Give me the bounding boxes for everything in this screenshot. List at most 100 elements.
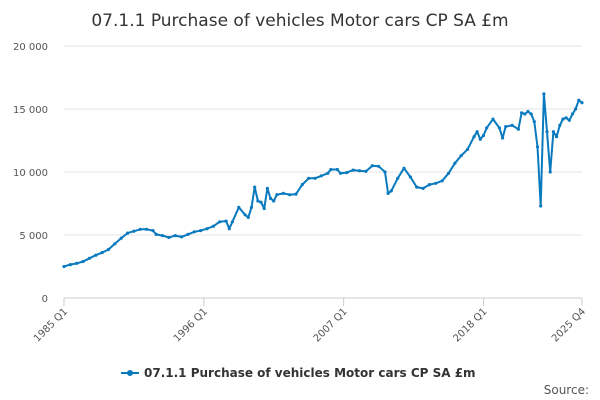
data-point — [377, 164, 381, 168]
data-point — [478, 137, 482, 141]
series-line-0 — [63, 92, 583, 268]
data-point — [262, 206, 266, 211]
data-point — [580, 101, 584, 105]
data-point — [421, 186, 425, 190]
data-point — [75, 261, 79, 265]
y-tick-label: 10 000 — [13, 168, 48, 179]
y-tick-label: 0 — [42, 294, 48, 305]
data-point — [243, 213, 247, 217]
data-point — [440, 179, 444, 183]
data-point — [532, 120, 536, 124]
data-point — [345, 171, 349, 175]
data-point — [205, 227, 209, 231]
data-point — [396, 176, 400, 180]
data-point — [459, 154, 463, 158]
x-tick-label: 1985 Q1 — [32, 306, 70, 344]
data-point — [313, 176, 317, 180]
data-point — [307, 176, 311, 180]
data-point — [415, 185, 419, 189]
data-point — [113, 242, 117, 246]
data-point — [138, 227, 142, 231]
data-point — [466, 147, 470, 151]
data-point — [529, 112, 533, 116]
data-point — [551, 130, 556, 134]
data-point — [434, 181, 438, 185]
data-point — [558, 123, 562, 127]
data-point — [446, 171, 451, 175]
data-point — [510, 123, 514, 127]
data-point — [475, 130, 479, 134]
data-point — [300, 183, 304, 187]
data-point — [577, 98, 581, 102]
data-point — [520, 111, 524, 115]
series-area — [62, 92, 584, 269]
data-point — [237, 205, 241, 209]
data-point — [259, 200, 263, 204]
data-point — [106, 247, 111, 252]
data-point — [192, 230, 196, 234]
x-tick-label: 1996 Q1 — [172, 306, 210, 344]
data-point — [326, 171, 330, 175]
data-point — [319, 174, 323, 178]
data-point — [453, 161, 457, 165]
data-point — [173, 234, 177, 238]
data-point — [402, 166, 406, 170]
data-point — [272, 199, 276, 203]
data-point — [329, 167, 333, 172]
data-point — [548, 170, 552, 174]
x-tick-label: 2025 Q4 — [550, 306, 588, 344]
y-tick-label: 5 000 — [19, 231, 48, 242]
data-point — [100, 251, 104, 255]
data-point — [246, 215, 250, 219]
data-point — [62, 264, 66, 269]
data-point — [87, 256, 91, 260]
data-point — [574, 107, 578, 111]
data-point — [335, 167, 339, 172]
data-point — [472, 135, 476, 139]
data-point — [94, 253, 98, 257]
legend[interactable]: 07.1.1 Purchase of vehicles Motor cars C… — [121, 366, 476, 380]
data-point — [211, 224, 215, 228]
data-point — [167, 235, 171, 240]
data-point — [485, 126, 489, 130]
data-point — [535, 145, 540, 149]
data-point — [545, 130, 549, 134]
data-point — [427, 183, 432, 187]
data-point — [364, 169, 368, 173]
data-point — [275, 193, 279, 197]
data-point — [154, 232, 158, 236]
x-axis: 1985 Q1 1996 Q1 2007 Q1 2018 Q1 2025 Q4 — [32, 297, 588, 344]
data-point — [370, 164, 374, 168]
data-point — [180, 235, 184, 239]
data-point — [281, 191, 285, 195]
y-tick-label: 15 000 — [13, 105, 48, 116]
y-tick-label: 20 000 — [13, 42, 48, 53]
data-point — [288, 193, 292, 197]
data-point — [338, 171, 343, 175]
data-point — [516, 127, 521, 131]
data-point — [567, 118, 571, 122]
data-point — [199, 229, 203, 233]
data-point — [539, 204, 543, 208]
data-point — [151, 229, 155, 233]
data-point — [526, 109, 530, 114]
grid-lines — [64, 45, 582, 236]
data-point — [383, 170, 387, 174]
data-point — [253, 185, 257, 189]
data-point — [126, 231, 130, 235]
data-point — [119, 236, 123, 240]
data-point — [160, 234, 165, 238]
data-point — [504, 125, 508, 129]
data-point — [227, 227, 231, 231]
x-tick-label: 2007 Q1 — [312, 306, 350, 344]
source-credit[interactable]: Source: — [544, 383, 589, 397]
data-point — [81, 259, 85, 264]
data-point — [265, 186, 269, 190]
data-point — [408, 175, 412, 179]
data-point — [269, 196, 273, 201]
data-point — [68, 263, 72, 267]
data-point — [481, 133, 486, 138]
data-point — [186, 232, 190, 236]
data-point — [351, 168, 355, 172]
legend-swatch-marker — [127, 370, 133, 376]
